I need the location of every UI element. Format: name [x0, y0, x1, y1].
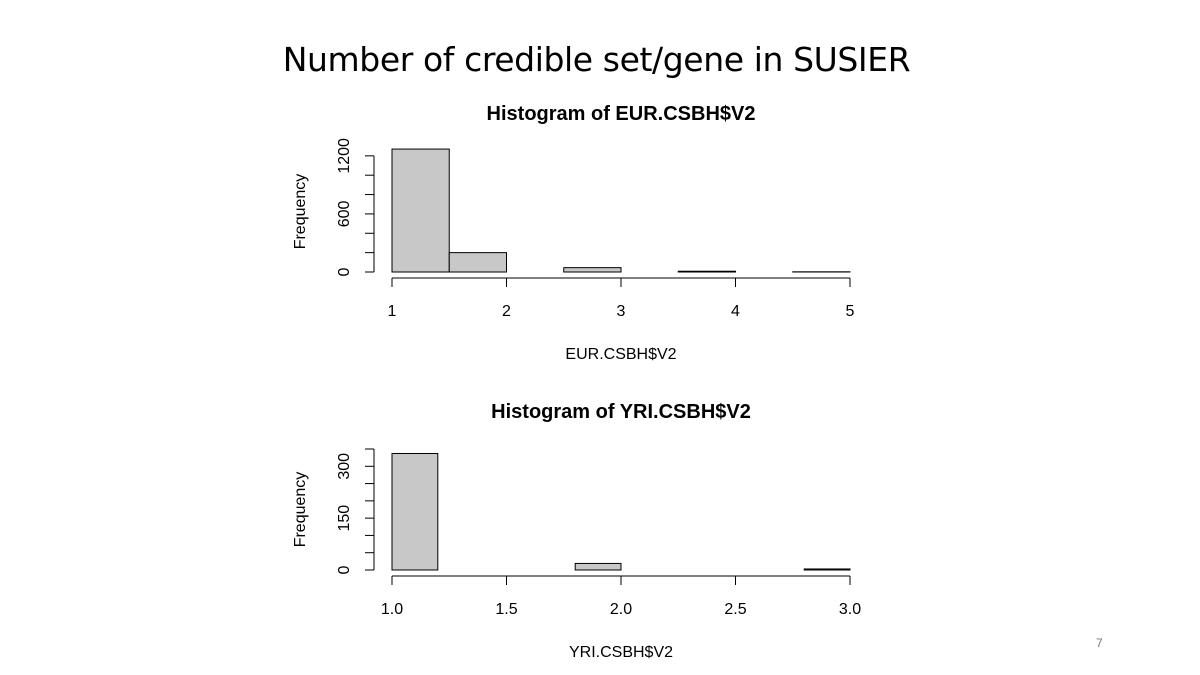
chart-title: Histogram of EUR.CSBH$V2 [487, 103, 756, 125]
y-axis-label: Frequency [292, 472, 309, 548]
y-tick-label: 600 [336, 200, 353, 227]
page-number: 7 [1096, 636, 1103, 650]
x-axis-label: YRI.CSBH$V2 [569, 644, 673, 661]
y-tick-label: 150 [336, 505, 353, 532]
histogram-bar [563, 267, 622, 273]
histogram-bar [677, 270, 736, 273]
histogram-bar [803, 568, 851, 571]
x-tick-label: 1.5 [495, 601, 517, 618]
chart-title: Histogram of YRI.CSBH$V2 [491, 401, 751, 423]
x-tick-label: 3.0 [839, 601, 861, 618]
x-tick-label: 2.0 [610, 601, 632, 618]
x-tick-label: 1.0 [381, 601, 403, 618]
x-tick-label: 3 [617, 303, 626, 320]
y-tick-label: 300 [336, 453, 353, 480]
y-tick-label: 0 [336, 565, 353, 574]
y-tick-label: 1200 [336, 138, 353, 174]
x-tick-label: 4 [731, 303, 740, 320]
y-axis-label: Frequency [292, 174, 309, 250]
histogram-eur: Histogram of EUR.CSBH$V2 1 2 3 4 5 EUR.CSBH$V2… [292, 103, 855, 363]
histogram-yri: Histogram of YRI.CSBH$V2 1.0 1.5 2.0 2.5 3.0 Y… [292, 401, 861, 661]
x-tick-label: 2.5 [724, 601, 746, 618]
histogram-bar [391, 452, 439, 571]
x-tick-label: 5 [846, 303, 855, 320]
x-tick-label: 2 [502, 303, 511, 320]
y-tick-label: 0 [336, 267, 353, 276]
x-tick-label: 1 [388, 303, 397, 320]
histogram-bar [448, 252, 507, 273]
histogram-bar [574, 562, 622, 571]
histogram-bar [391, 148, 450, 273]
slide-title: Number of credible set/gene in SUSIER [282, 40, 911, 79]
x-axis-label: EUR.CSBH$V2 [565, 346, 676, 363]
